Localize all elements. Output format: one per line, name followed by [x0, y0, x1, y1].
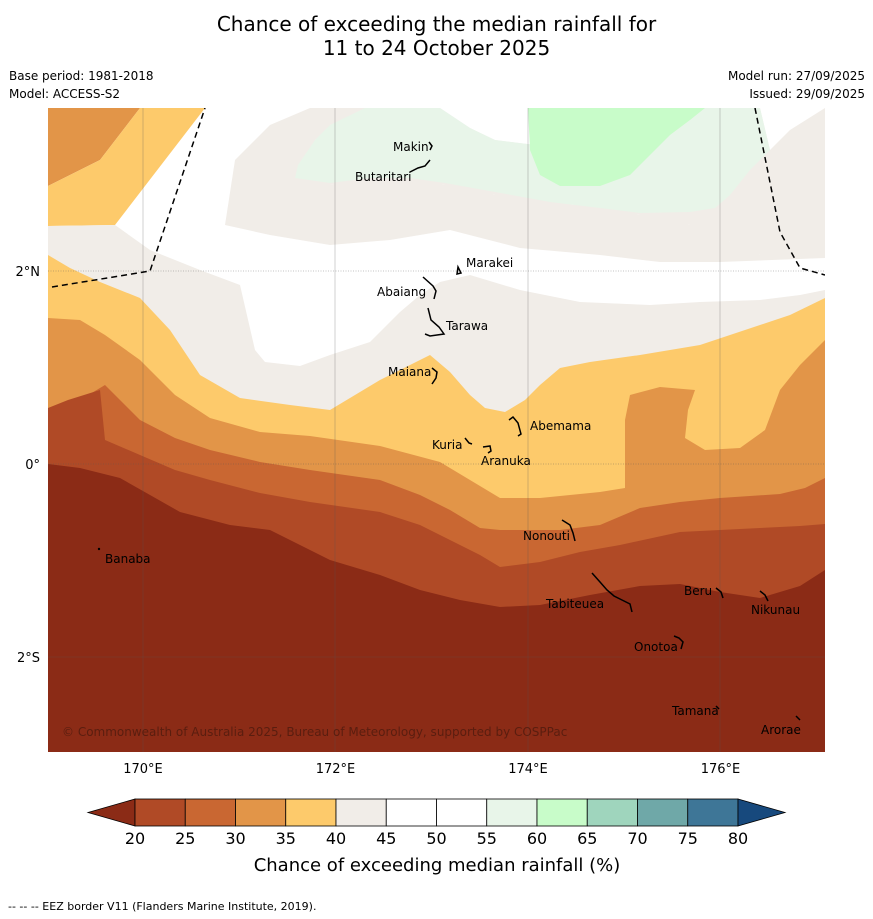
lon-label: 176°E: [701, 762, 741, 777]
lon-label: 174°E: [508, 762, 548, 777]
place-label-makin: Makin: [393, 140, 429, 154]
place-label-aranuka: Aranuka: [481, 454, 531, 468]
colorbar-extend-over: [737, 798, 787, 827]
colorbar-bin: [184, 798, 236, 827]
lat-label: 2°N: [16, 265, 41, 280]
colorbar-tick-label: 30: [225, 829, 245, 848]
colorbar-bin: [335, 798, 387, 827]
place-labels: Makin Butaritari Marakei Abaiang Tarawa Maian…: [105, 140, 801, 737]
colorbar-extend-under: [86, 798, 136, 827]
island-onotoa: [673, 635, 684, 650]
lon-label: 170°E: [123, 762, 163, 777]
place-label-marakei: Marakei: [466, 256, 513, 270]
colorbar-tick-label: 20: [125, 829, 145, 848]
colorbar-bin: [385, 798, 437, 827]
lat-label: 2°S: [17, 651, 40, 666]
island-tarawa: [424, 307, 446, 337]
eez-footnote: -- -- -- EEZ border V11 (Flanders Marine…: [8, 900, 317, 913]
contour-band-35-40-upper: [48, 108, 205, 226]
lon-label: 172°E: [316, 762, 356, 777]
island-beru: [715, 587, 724, 599]
chart-title-line2: 11 to 24 October 2025: [322, 36, 551, 60]
island-abaiang: [422, 276, 437, 300]
colorbar: 20 25 30 35 40 45 50 55 60 65 70 75 80: [86, 798, 787, 848]
island-abemama: [508, 415, 522, 437]
island-butaritari: [409, 159, 431, 173]
map-copyright: © Commonwealth of Australia 2025, Bureau…: [62, 725, 567, 739]
place-label-tabiteuea: Tabiteuea: [545, 597, 604, 611]
island-makin: [428, 141, 433, 151]
colorbar-tick-label: 50: [426, 829, 446, 848]
place-label-nonouti: Nonouti: [523, 529, 570, 543]
place-label-banaba: Banaba: [105, 552, 151, 566]
colorbar-bin: [687, 798, 739, 827]
base-period: Base period: 1981-2018: [9, 69, 154, 83]
place-label-abaiang: Abaiang: [377, 285, 426, 299]
colorbar-tick-label: 75: [678, 829, 698, 848]
island-tabiteuea: [591, 572, 633, 613]
issued-date: Issued: 29/09/2025: [749, 87, 865, 101]
chart-title-line1: Chance of exceeding the median rainfall …: [216, 12, 657, 36]
place-label-tamana: Tamana: [671, 704, 719, 718]
eez-border-west: [51, 108, 206, 288]
island-aranuka: [482, 445, 492, 454]
colorbar-bin: [134, 798, 186, 827]
colorbar-bin: [285, 798, 337, 827]
colorbar-tick-label: 55: [477, 829, 497, 848]
eez-border: [51, 108, 825, 288]
island-arorae: [795, 715, 801, 721]
colorbar-tick-label: 65: [577, 829, 597, 848]
colorbar-bin: [235, 798, 287, 827]
contour-band-60-65: [528, 108, 705, 186]
model-name: Model: ACCESS-S2: [9, 87, 121, 101]
colorbar-tick-label: 40: [326, 829, 346, 848]
place-label-onotoa: Onotoa: [634, 640, 678, 654]
longitude-labels: 170°E 172°E 174°E 176°E: [123, 762, 740, 777]
colorbar-tick-label: 80: [728, 829, 748, 848]
contour-band-below-20: [48, 464, 825, 752]
place-label-butaritari: Butaritari: [355, 170, 412, 184]
island-outlines: [97, 141, 801, 721]
place-label-tarawa: Tarawa: [445, 319, 488, 333]
colorbar-bin: [486, 798, 538, 827]
island-nikunau: [759, 590, 769, 602]
colorbar-bin: [536, 798, 588, 827]
island-marakei: [456, 264, 463, 275]
island-nonouti: [561, 519, 576, 542]
eez-border-east: [754, 108, 825, 276]
colorbar-bin: [637, 798, 689, 827]
contour-layer: [48, 108, 825, 752]
latitude-labels: 2°N 0° 2°S: [16, 265, 41, 666]
contour-band-30-35-upper: [48, 108, 140, 186]
colorbar-bin: [586, 798, 638, 827]
colorbar-tick-label: 25: [175, 829, 195, 848]
lat-label: 0°: [25, 458, 40, 473]
place-label-beru: Beru: [684, 584, 712, 598]
place-label-kuria: Kuria: [432, 438, 463, 452]
graticule: [48, 108, 825, 752]
colorbar-tick-label: 70: [627, 829, 647, 848]
place-label-maiana: Maiana: [388, 365, 431, 379]
colorbar-tick-label: 60: [527, 829, 547, 848]
island-maiana: [431, 367, 438, 385]
model-run: Model run: 27/09/2025: [727, 69, 865, 83]
colorbar-bin: [436, 798, 488, 827]
place-label-arorae: Arorae: [761, 723, 801, 737]
colorbar-tick-label: 35: [276, 829, 296, 848]
island-banaba: [97, 547, 101, 551]
place-label-nikunau: Nikunau: [751, 603, 800, 617]
colorbar-tick-label: 45: [376, 829, 396, 848]
place-label-abemama: Abemama: [530, 419, 591, 433]
colorbar-label: Chance of exceeding median rainfall (%): [254, 855, 621, 876]
island-kuria: [464, 437, 473, 445]
island-tamana: [715, 705, 720, 710]
